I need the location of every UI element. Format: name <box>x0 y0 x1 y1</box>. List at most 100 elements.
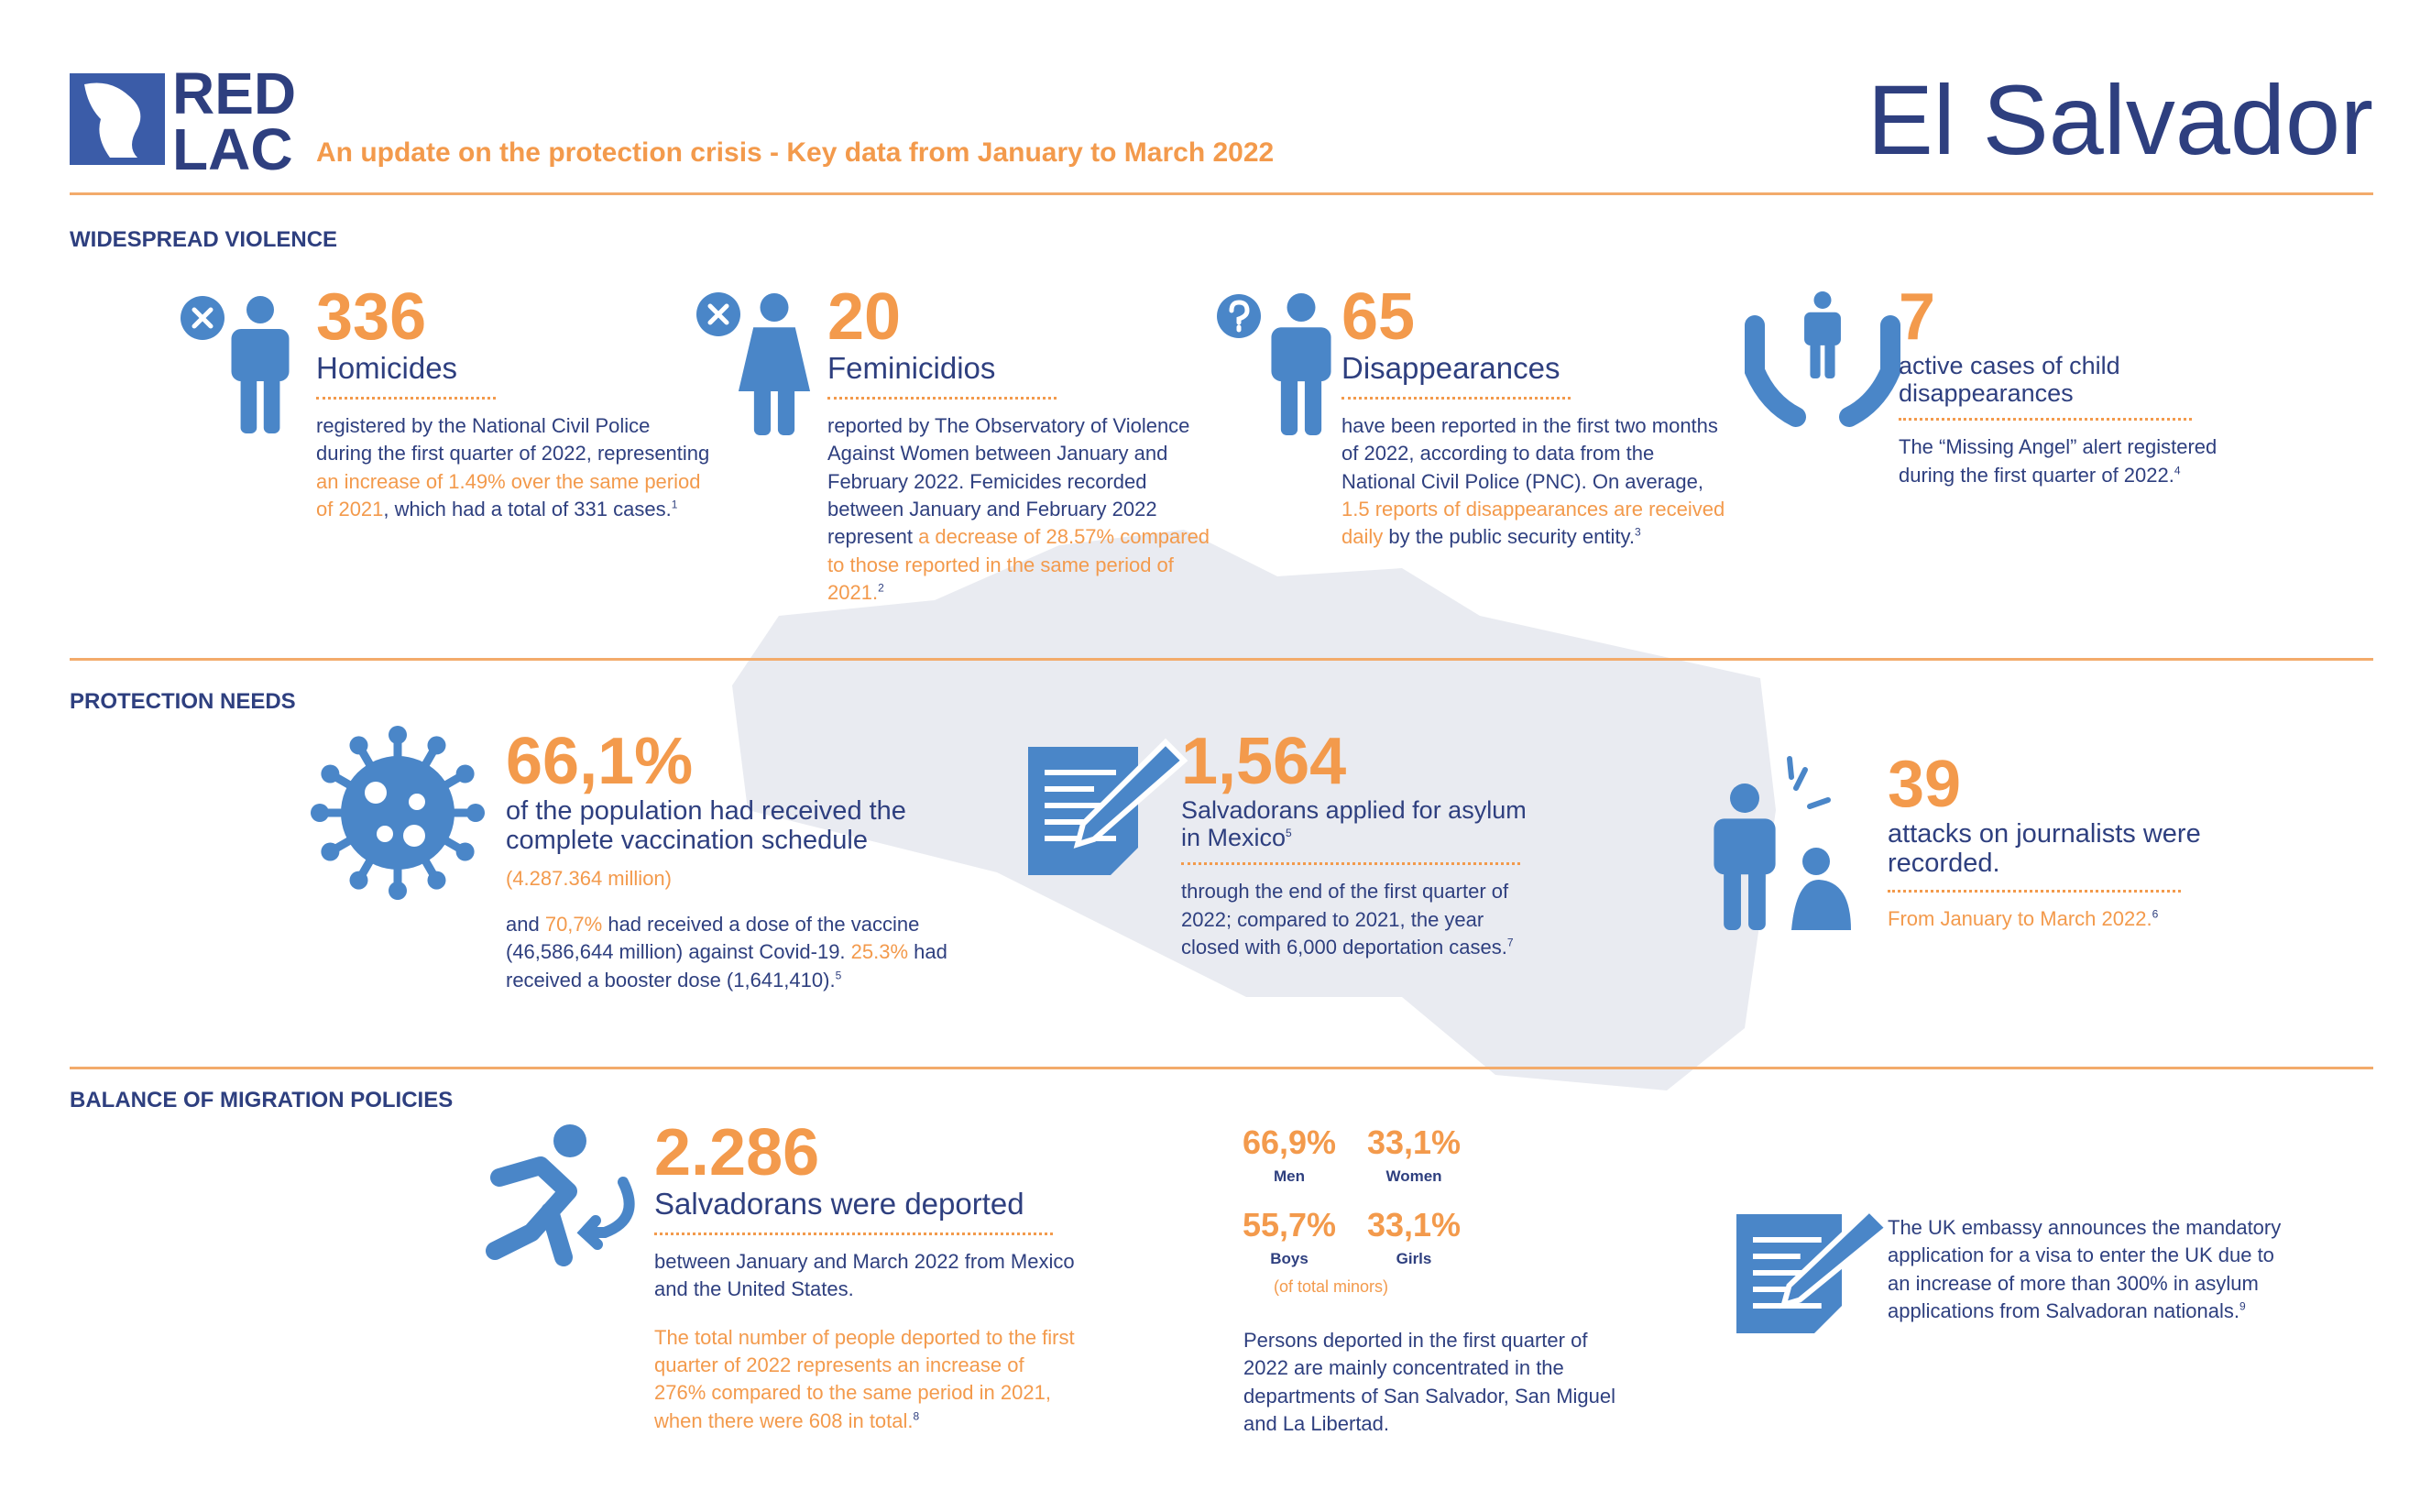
stat-block: 39 attacks on journalists were recorded. F… <box>1888 751 2208 933</box>
map-background <box>732 530 1776 1090</box>
icon-virus-tip <box>427 871 446 890</box>
stat-block: 66,1% of the population had received the … <box>506 729 982 994</box>
icon-leg <box>240 370 257 433</box>
footnote: 7 <box>1506 936 1514 949</box>
footnote: 5 <box>835 969 842 982</box>
icon-body <box>1791 880 1851 930</box>
section-title: WIDESPREAD VIOLENCE <box>70 227 338 252</box>
icon-doc-line <box>1753 1270 1822 1276</box>
stat-value: 33,1% <box>1366 1206 1462 1244</box>
dotted-divider <box>1888 889 2181 893</box>
text-segment: 70,7% <box>544 912 603 936</box>
dotted-divider <box>827 396 1057 400</box>
icon-body <box>1804 312 1841 345</box>
icon-virus-tip <box>427 736 446 755</box>
section-title: BALANCE OF MIGRATION POLICIES <box>70 1088 454 1112</box>
stat-sub: (4.287.364 million) <box>506 866 672 890</box>
text-segment: registered by the National Civil Police … <box>316 413 710 466</box>
stat-label: Girls <box>1396 1250 1432 1267</box>
divider <box>70 192 2373 195</box>
paragraph: The total number of people deported to t… <box>654 1324 1076 1435</box>
icon-spark <box>1787 756 1794 780</box>
paragraph: registered by the National Civil Police … <box>316 412 710 523</box>
text-segment: an increase of 1.49% over the same perio… <box>316 469 701 521</box>
paragraph: through the end of the first quarter of … <box>1181 878 1529 961</box>
icon-head <box>1730 783 1759 813</box>
stat-label: Feminicidios <box>827 351 996 385</box>
icon-body <box>738 327 811 391</box>
paragraph: and 70,7% had received a dose of the vac… <box>506 911 982 994</box>
stats-note: (of total minors) <box>1274 1277 1389 1296</box>
icon-doc-line <box>1753 1287 1801 1292</box>
footnote: 1 <box>671 498 678 511</box>
gender-stat: 66,9% Men <box>1239 1123 1340 1186</box>
text-segment: between January and March 2022 from Mexi… <box>654 1249 1075 1301</box>
footnote: 6 <box>2152 907 2159 921</box>
icon-virus-tip <box>311 804 329 822</box>
footnote: 8 <box>913 1409 920 1423</box>
paragraph: The UK embassy announces the mandatory a… <box>1888 1214 2282 1325</box>
text-segment: have been reported in the first two mont… <box>1341 413 1718 493</box>
icon-body <box>1714 818 1776 875</box>
icon-doc-line <box>1045 786 1094 792</box>
icon-document <box>1028 747 1138 875</box>
icon-head <box>1287 293 1316 322</box>
gender-stat: 33,1% Girls <box>1363 1206 1464 1268</box>
paragraph: Persons deported in the first quarter of… <box>1243 1327 1637 1438</box>
icon-leg <box>1810 338 1821 378</box>
icon-body <box>231 329 290 381</box>
stat-value: 66,9% <box>1242 1123 1337 1161</box>
icon-leg <box>753 369 772 435</box>
icon-hand <box>1745 315 1806 427</box>
country-title: El Salvador <box>1867 64 2373 175</box>
text-segment: Persons deported in the first quarter of… <box>1243 1329 1616 1436</box>
stat-block: 2.286 Salvadorans were deported between Ja… <box>654 1120 1076 1435</box>
stat-label: of the population had received the compl… <box>506 796 906 856</box>
stat-block: 65 Disappearances have been reported in th… <box>1341 284 1726 552</box>
icon-virus <box>341 756 454 870</box>
icon-head <box>1813 291 1832 309</box>
icon-leg <box>263 370 280 433</box>
icon-virus-tip <box>349 736 368 755</box>
icon-pen <box>1073 738 1188 849</box>
icon-leg <box>1304 369 1322 435</box>
dotted-divider <box>654 1232 1053 1235</box>
gender-stat: 33,1% Women <box>1363 1123 1464 1186</box>
subtitle: An update on the protection crisis - Key… <box>316 137 1275 168</box>
text-segment: and <box>506 912 545 936</box>
stats-text: Persons deported in the first quarter of… <box>1243 1327 1637 1438</box>
paragraph: The “Missing Angel” alert registered dur… <box>1899 433 2228 489</box>
text-segment: From January to March 2022. <box>1888 906 2152 930</box>
icon-spark <box>1807 797 1831 809</box>
dotted-divider <box>1899 418 2192 422</box>
icon-head <box>1802 848 1830 875</box>
stat-number: 20 <box>827 280 902 354</box>
icon-head <box>553 1124 586 1157</box>
stat-number: 2.286 <box>654 1116 820 1189</box>
text-segment: through the end of the first quarter of … <box>1181 880 1509 959</box>
stat-label: Disappearances <box>1341 351 1560 385</box>
icon-virus-dot <box>409 794 425 810</box>
icon-doc-line <box>1045 803 1116 808</box>
icon-cross <box>192 307 214 329</box>
gender-stat: 55,7% Boys <box>1239 1206 1340 1268</box>
text-segment: reported by The Observatory of Violence … <box>827 413 1190 549</box>
icon-doc-line <box>1753 1254 1801 1259</box>
footnote: 2 <box>878 581 884 595</box>
logo-mark <box>70 73 165 165</box>
dotted-divider <box>1181 862 1520 866</box>
icon-virus-tip <box>321 842 340 861</box>
icon-doc-line <box>1045 819 1094 825</box>
divider <box>70 658 2373 661</box>
stat-block: 7 active cases of child disappearances The… <box>1899 284 2228 489</box>
icon-virus-tip <box>389 882 407 900</box>
text-segment: , which had a total of 331 cases. <box>383 498 672 521</box>
stat-value: 55,7% <box>1242 1206 1337 1244</box>
icon-virus-tip <box>455 842 475 861</box>
text-segment: a decrease of 28.57% compared to those r… <box>827 525 1210 605</box>
stat-number: 39 <box>1888 748 1962 821</box>
dotted-divider <box>316 396 496 400</box>
text-segment: had received a dose of the vaccine (46,5… <box>506 912 920 964</box>
